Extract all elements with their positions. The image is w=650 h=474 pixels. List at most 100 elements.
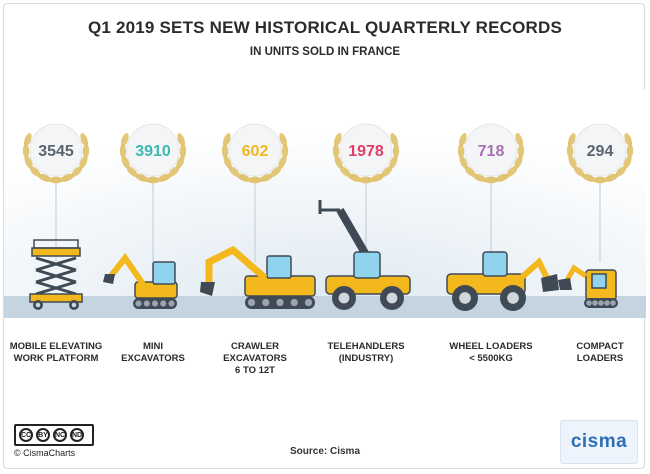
excavator-bucket [103, 274, 115, 284]
laurel-leaf [568, 155, 577, 169]
category-label: CRAWLER [231, 341, 279, 352]
laurel-wreath [221, 133, 289, 184]
loader-bucket [558, 278, 572, 290]
category-label: COMPACT [576, 341, 624, 352]
laurel-leaf [390, 133, 399, 147]
track-roller [247, 298, 256, 307]
mini-excavator-icon [103, 252, 178, 309]
scissor-arm [35, 280, 77, 296]
track-roller [610, 300, 616, 306]
laurel-leaf [506, 166, 518, 177]
category-label: WORK PLATFORM [14, 353, 99, 364]
laurel-leaf [121, 155, 130, 169]
cisma-logo: cisma [560, 420, 638, 464]
license-badge: CC BY NC ND © CismaCharts [14, 424, 106, 460]
laurel-leaf [270, 166, 282, 177]
excavator-cab [266, 255, 292, 279]
track-roller [604, 300, 610, 306]
laurel-leaf [473, 173, 487, 182]
scissor-arm [35, 256, 77, 272]
crawler-excavator-icon [200, 245, 316, 309]
category-label: EXCAVATORS [223, 353, 287, 364]
excavator-arm [108, 252, 146, 286]
laurel-leaf [624, 133, 633, 147]
laurel-leaf [38, 173, 52, 182]
laurel-leaf [279, 133, 288, 147]
laurel-leaf [623, 155, 632, 169]
excavator-cab [152, 261, 176, 285]
category-item: 718 WHEEL LOADERS< 5500KG [446, 123, 559, 364]
loader-arm [519, 257, 552, 284]
laurel-leaf [339, 166, 351, 177]
source-note: Source: Cisma [289, 446, 361, 457]
cc-icons: CC BY NC ND [14, 424, 94, 446]
laurel-leaf [248, 176, 262, 184]
value-label: 718 [478, 143, 505, 160]
laurel-wreath [566, 133, 634, 184]
laurel-leaf [228, 166, 240, 177]
value-circle [339, 123, 393, 177]
laurel-leaf [237, 173, 251, 182]
scissor-arm [35, 268, 77, 284]
laurel-wreath [332, 133, 400, 184]
chart-subtitle: IN UNITS SOLD IN FRANCE [249, 46, 401, 58]
value-label: 602 [242, 143, 269, 160]
track-roller [168, 300, 175, 307]
laurel-leaf [567, 133, 576, 147]
loader-cab [482, 251, 508, 277]
category-label: EXCAVATORS [121, 353, 185, 364]
laurel-leaf [464, 166, 476, 177]
value-label: 3545 [38, 143, 74, 160]
laurel-wreath [22, 133, 90, 184]
laurel-leaf [615, 166, 627, 177]
laurel-leaf [24, 155, 33, 169]
laurel-leaf [119, 144, 127, 159]
laurel-leaf [82, 144, 90, 159]
laurel-leaf [370, 173, 384, 182]
laurel-leaf [359, 176, 373, 184]
laurel-leaf [333, 133, 342, 147]
laurel-leaf [49, 176, 63, 184]
category-label: 6 TO 12T [235, 365, 275, 376]
laurel-leaf [457, 144, 465, 159]
track-roller [592, 300, 598, 306]
track-roller [143, 300, 150, 307]
category-label: (INDUSTRY) [339, 353, 394, 364]
ground-band [4, 296, 646, 318]
category-item: 1978 TELEHANDLERS(INDUSTRY) [318, 123, 411, 364]
laurel-leaf [179, 144, 187, 159]
laurel-leaf [168, 166, 180, 177]
wheel-hub [386, 292, 398, 304]
wheel-hub [35, 302, 41, 308]
value-label: 3910 [135, 143, 171, 160]
track-roller [135, 300, 142, 307]
value-circle [464, 123, 518, 177]
laurel-leaf [22, 144, 30, 159]
wheel-loader-icon [446, 251, 559, 311]
laurel-leaf [381, 166, 393, 177]
laurel-leaf [176, 155, 185, 169]
value-label: 294 [587, 143, 614, 160]
laurel-leaf [29, 166, 41, 177]
laurel-leaf [259, 173, 273, 182]
wheel-hub [71, 302, 77, 308]
track-roller [262, 298, 270, 307]
track-roller [276, 298, 284, 307]
excavator-arm [205, 245, 268, 284]
lift-railing [33, 239, 79, 249]
laurel-leaf [604, 173, 618, 182]
laurel-leaf [71, 166, 83, 177]
value-circle [29, 123, 83, 177]
excavator-body [244, 275, 316, 297]
laurel-leaf [573, 166, 585, 177]
wheel-hub [338, 292, 350, 304]
laurel-leaf [120, 133, 129, 147]
telehandler-icon [318, 200, 411, 310]
track-roller [290, 298, 298, 307]
loader-bucket [541, 274, 559, 292]
